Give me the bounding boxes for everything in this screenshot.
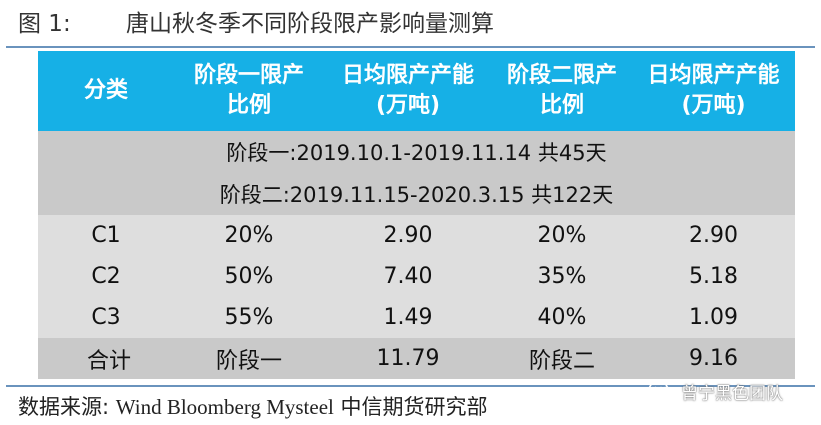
header-row: 分类 阶段一限产 比例 日均限产产能 (万吨) 阶段二限产 比例 日均限产产能 …	[38, 51, 795, 131]
table-cell: C1	[38, 215, 174, 256]
table-cell: 20%	[492, 215, 632, 256]
table-cell: 1.09	[632, 297, 795, 338]
table-cell: 2.90	[632, 215, 795, 256]
total-label: 合计	[38, 338, 174, 379]
header-phase2-capacity: 日均限产产能 (万吨)	[632, 51, 795, 131]
table-row: C3 55% 1.49 40% 1.09	[38, 297, 795, 338]
wechat-icon	[648, 380, 676, 402]
phase2-period: 阶段二:2019.11.15-2020.3.15 共122天	[38, 173, 795, 215]
source-list: Wind Bloomberg Mysteel	[115, 395, 334, 419]
total-phase2-value: 9.16	[632, 338, 795, 379]
figure-title: 图 1: 唐山秋冬季不同阶段限产影响量测算	[18, 8, 494, 40]
phase-row: 阶段一:2019.10.1-2019.11.14 共45天	[38, 131, 795, 173]
header-category: 分类	[38, 51, 174, 131]
table-cell: 50%	[174, 256, 324, 297]
table-cell: 5.18	[632, 256, 795, 297]
table-cell: 35%	[492, 256, 632, 297]
header-phase1-capacity: 日均限产产能 (万吨)	[324, 51, 492, 131]
table-cell: 7.40	[324, 256, 492, 297]
table-cell: 40%	[492, 297, 632, 338]
table-cell: 20%	[174, 215, 324, 256]
figure-title-text: 唐山秋冬季不同阶段限产影响量测算	[126, 11, 494, 37]
source-prefix: 数据来源:	[18, 395, 110, 419]
table-row: C2 50% 7.40 35% 5.18	[38, 256, 795, 297]
phase1-period: 阶段一:2019.10.1-2019.11.14 共45天	[38, 131, 795, 173]
total-row: 合计 阶段一 11.79 阶段二 9.16	[38, 338, 795, 379]
total-phase1-label: 阶段一	[174, 338, 324, 379]
table-cell: 1.49	[324, 297, 492, 338]
figure-label: 图 1:	[18, 11, 71, 37]
table-cell: 55%	[174, 297, 324, 338]
total-phase2-label: 阶段二	[492, 338, 632, 379]
source-note: 数据来源: Wind Bloomberg Mysteel 中信期货研究部	[18, 391, 488, 423]
header-phase1-ratio: 阶段一限产 比例	[174, 51, 324, 131]
table-cell: 2.90	[324, 215, 492, 256]
watermark-text: 曾宁黑色团队	[681, 383, 783, 404]
top-rule	[6, 46, 815, 48]
bottom-rule	[6, 385, 815, 387]
watermark: 曾宁黑色团队	[648, 378, 783, 404]
source-org: 中信期货研究部	[340, 395, 488, 419]
header-phase2-ratio: 阶段二限产 比例	[492, 51, 632, 131]
table-cell: C2	[38, 256, 174, 297]
total-phase1-value: 11.79	[324, 338, 492, 379]
table-cell: C3	[38, 297, 174, 338]
table-row: C1 20% 2.90 20% 2.90	[38, 215, 795, 256]
data-table: 分类 阶段一限产 比例 日均限产产能 (万吨) 阶段二限产 比例 日均限产产能 …	[38, 51, 795, 379]
phase-row: 阶段二:2019.11.15-2020.3.15 共122天	[38, 173, 795, 215]
